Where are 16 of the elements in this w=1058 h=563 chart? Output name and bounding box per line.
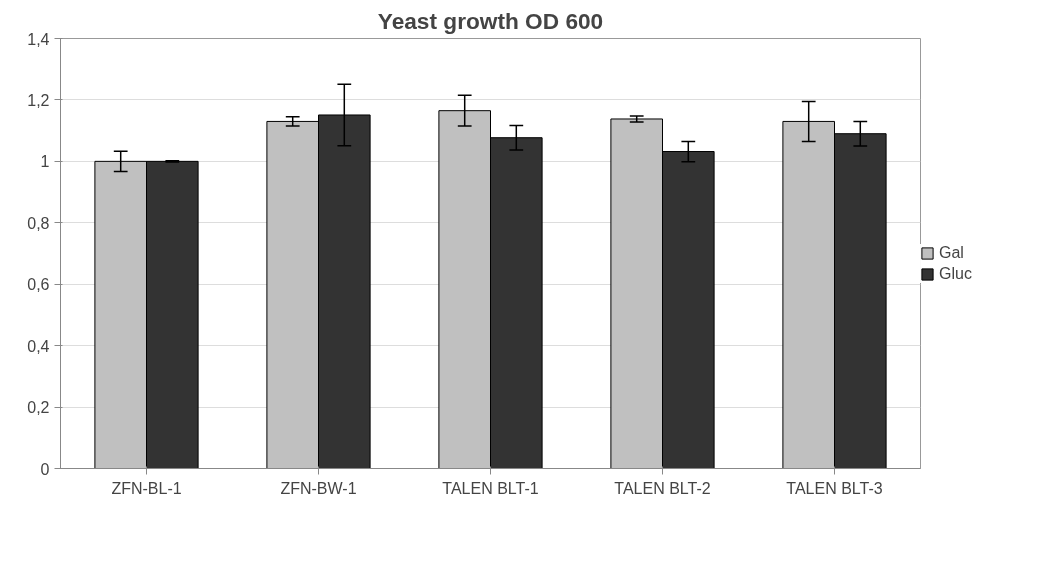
y-tick-label: 1 (40, 153, 50, 171)
x-tick-label: ZFN-BL-1 (111, 479, 182, 497)
y-tick-label: 0,8 (27, 214, 50, 232)
chart-title: Yeast growth OD 600 (377, 7, 604, 34)
legend-label: Gal (939, 244, 964, 262)
legend-label: Gluc (939, 265, 972, 283)
x-tick-label: TALEN BLT-1 (442, 479, 539, 497)
y-tick-label: 0,2 (27, 399, 50, 417)
x-tick-label: ZFN-BW-1 (280, 479, 357, 497)
x-tick-label: TALEN BLT-3 (786, 479, 883, 497)
y-tick-label: 1,2 (27, 91, 50, 109)
y-tick-label: 0,6 (27, 276, 50, 294)
y-tick-label: 1,4 (27, 30, 50, 48)
y-tick-label: 0 (40, 460, 50, 478)
y-tick-label: 0,4 (27, 337, 50, 355)
x-tick-label: TALEN BLT-2 (614, 479, 711, 497)
